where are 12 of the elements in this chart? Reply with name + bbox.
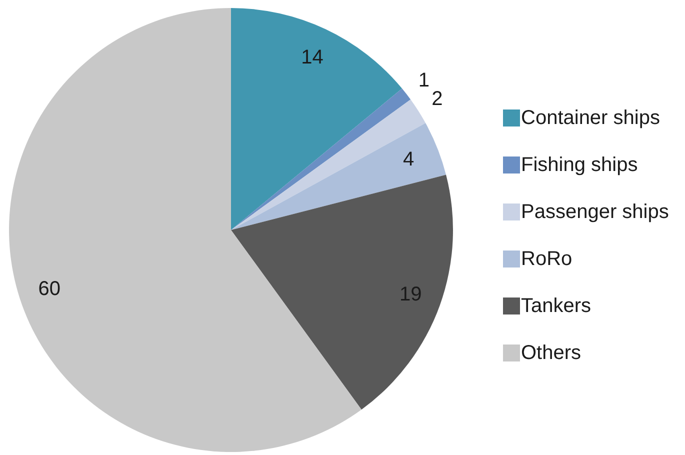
legend-label: Tankers [521, 295, 592, 317]
data-label: 14 [301, 46, 324, 68]
data-label: 1 [418, 69, 430, 92]
legend-label: Others [521, 342, 582, 364]
data-label: 19 [400, 284, 422, 306]
data-label: 2 [432, 88, 443, 110]
data-label: 60 [38, 278, 61, 300]
legend-label: Fishing ships [521, 154, 638, 176]
data-label: 4 [402, 148, 414, 171]
legend-label: RoRo [521, 248, 572, 270]
legend-label: Passenger ships [521, 201, 669, 223]
legend-label: Container ships [521, 107, 660, 129]
